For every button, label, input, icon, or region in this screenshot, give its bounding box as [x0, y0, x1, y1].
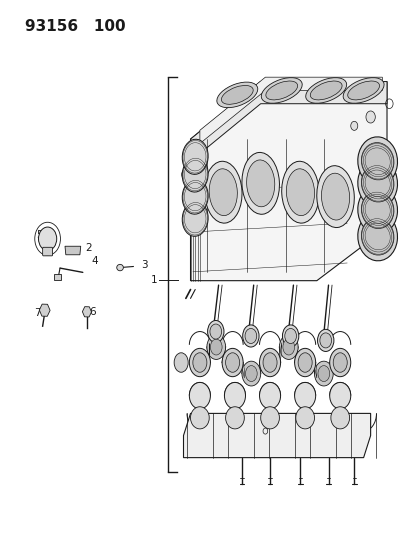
- Text: 7: 7: [34, 309, 41, 318]
- Ellipse shape: [182, 201, 208, 236]
- Ellipse shape: [244, 328, 256, 343]
- Ellipse shape: [361, 218, 393, 255]
- Ellipse shape: [241, 361, 260, 386]
- Text: 4: 4: [91, 256, 97, 266]
- Ellipse shape: [204, 161, 242, 223]
- Ellipse shape: [361, 191, 393, 229]
- Text: 5: 5: [36, 230, 43, 239]
- Ellipse shape: [225, 407, 244, 429]
- Text: 1: 1: [151, 275, 157, 285]
- Ellipse shape: [262, 353, 276, 372]
- Ellipse shape: [282, 325, 298, 347]
- Polygon shape: [314, 358, 316, 378]
- Ellipse shape: [207, 320, 223, 343]
- Ellipse shape: [330, 407, 349, 429]
- Ellipse shape: [357, 212, 396, 261]
- Ellipse shape: [321, 173, 349, 220]
- Polygon shape: [199, 77, 382, 143]
- Ellipse shape: [246, 160, 274, 207]
- Polygon shape: [190, 82, 386, 161]
- Ellipse shape: [265, 81, 297, 100]
- Polygon shape: [65, 246, 81, 255]
- Ellipse shape: [225, 353, 239, 372]
- Polygon shape: [241, 358, 244, 378]
- Polygon shape: [183, 414, 370, 458]
- Ellipse shape: [216, 82, 257, 108]
- Ellipse shape: [342, 78, 383, 103]
- Ellipse shape: [182, 157, 208, 192]
- Ellipse shape: [182, 139, 208, 174]
- Text: 3: 3: [140, 261, 147, 270]
- Ellipse shape: [259, 349, 280, 377]
- Ellipse shape: [361, 142, 393, 180]
- Circle shape: [383, 144, 389, 151]
- Circle shape: [350, 122, 357, 131]
- Text: 2: 2: [85, 243, 91, 253]
- Text: 93156   100: 93156 100: [25, 19, 125, 34]
- Circle shape: [365, 111, 375, 123]
- Ellipse shape: [294, 349, 315, 377]
- Ellipse shape: [357, 137, 396, 185]
- Ellipse shape: [284, 328, 296, 343]
- Ellipse shape: [261, 78, 301, 103]
- Ellipse shape: [192, 353, 206, 372]
- Ellipse shape: [260, 407, 279, 429]
- Ellipse shape: [332, 353, 347, 372]
- Ellipse shape: [319, 333, 331, 348]
- FancyBboxPatch shape: [43, 247, 52, 256]
- Polygon shape: [279, 343, 281, 367]
- Ellipse shape: [316, 166, 354, 228]
- Ellipse shape: [282, 339, 294, 355]
- Ellipse shape: [242, 325, 259, 347]
- Circle shape: [38, 227, 57, 251]
- Ellipse shape: [189, 383, 210, 409]
- Ellipse shape: [206, 335, 225, 359]
- Ellipse shape: [259, 383, 280, 409]
- Ellipse shape: [310, 81, 341, 100]
- Ellipse shape: [357, 185, 396, 235]
- Ellipse shape: [245, 366, 256, 382]
- Ellipse shape: [221, 349, 242, 377]
- Ellipse shape: [190, 407, 209, 429]
- Ellipse shape: [329, 383, 350, 409]
- Ellipse shape: [314, 361, 332, 386]
- Ellipse shape: [347, 81, 379, 100]
- Ellipse shape: [357, 159, 396, 208]
- Ellipse shape: [210, 339, 221, 355]
- Ellipse shape: [317, 366, 329, 382]
- Ellipse shape: [116, 264, 123, 271]
- Ellipse shape: [209, 169, 237, 216]
- Ellipse shape: [182, 179, 208, 214]
- Ellipse shape: [209, 324, 221, 339]
- Ellipse shape: [241, 152, 279, 214]
- Ellipse shape: [294, 383, 315, 409]
- Bar: [54, 274, 61, 280]
- Circle shape: [391, 172, 395, 177]
- Ellipse shape: [189, 349, 210, 377]
- Circle shape: [181, 169, 190, 180]
- Ellipse shape: [295, 407, 314, 429]
- Ellipse shape: [297, 353, 311, 372]
- Ellipse shape: [286, 169, 314, 216]
- Ellipse shape: [281, 161, 318, 223]
- Ellipse shape: [279, 335, 297, 359]
- Ellipse shape: [329, 349, 350, 377]
- Ellipse shape: [174, 353, 188, 372]
- Ellipse shape: [224, 383, 245, 409]
- Ellipse shape: [305, 78, 346, 103]
- Polygon shape: [190, 82, 386, 281]
- Ellipse shape: [221, 85, 253, 104]
- Ellipse shape: [361, 165, 393, 202]
- Ellipse shape: [317, 329, 333, 351]
- Text: 6: 6: [89, 307, 95, 317]
